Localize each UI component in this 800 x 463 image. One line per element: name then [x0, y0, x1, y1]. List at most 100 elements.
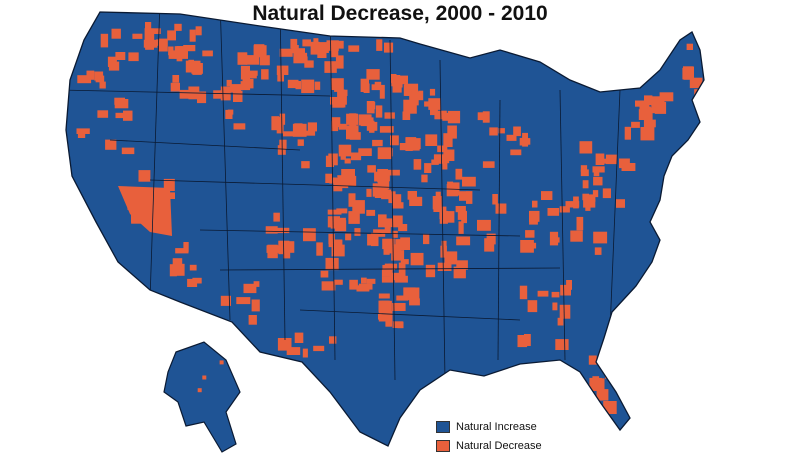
state-border	[149, 12, 161, 301]
decrease-county	[176, 48, 183, 62]
state-border	[199, 229, 521, 237]
state-border	[149, 179, 481, 191]
decrease-county	[529, 216, 538, 225]
decrease-county	[403, 287, 416, 298]
decrease-county	[409, 298, 420, 306]
decrease-county	[395, 239, 408, 247]
decrease-county	[111, 28, 121, 39]
decrease-county	[583, 199, 596, 208]
decrease-county	[147, 28, 155, 42]
decrease-county	[336, 208, 348, 214]
decrease-county	[237, 52, 248, 65]
decrease-county	[484, 238, 495, 252]
decrease-county	[384, 221, 391, 234]
decrease-county	[605, 367, 618, 379]
decrease-county	[506, 134, 517, 141]
decrease-county	[240, 65, 250, 80]
decrease-county	[273, 212, 280, 222]
decrease-county	[398, 224, 408, 232]
decrease-county	[645, 107, 656, 114]
decrease-county	[380, 300, 392, 312]
decrease-county	[354, 228, 361, 236]
decrease-county	[277, 366, 284, 378]
decrease-county	[457, 211, 465, 220]
decrease-county	[392, 230, 398, 238]
decrease-county	[276, 65, 289, 75]
decrease-county	[428, 98, 441, 110]
decrease-county	[302, 39, 311, 47]
decrease-county	[279, 113, 286, 125]
decrease-county	[603, 401, 617, 414]
decrease-county	[333, 279, 343, 285]
decrease-county	[328, 239, 343, 248]
decrease-county	[287, 79, 299, 89]
decrease-county	[303, 228, 316, 242]
decrease-county	[592, 190, 599, 198]
decrease-county	[582, 180, 589, 189]
decrease-county	[371, 84, 380, 91]
decrease-county	[399, 143, 407, 151]
decrease-county	[378, 214, 387, 228]
decrease-county	[397, 75, 408, 85]
decrease-county	[403, 84, 412, 96]
state-border	[439, 59, 446, 381]
state-border	[299, 309, 521, 321]
decrease-county	[301, 79, 315, 94]
decrease-county	[379, 126, 394, 133]
decrease-county	[163, 178, 175, 191]
decrease-county	[331, 261, 337, 270]
decrease-county	[409, 91, 419, 106]
decrease-county	[245, 55, 260, 65]
decrease-county	[343, 175, 357, 186]
decrease-county	[253, 44, 265, 53]
decrease-county	[99, 81, 106, 89]
decrease-county	[363, 83, 370, 93]
decrease-county	[413, 159, 422, 170]
decrease-county	[593, 231, 608, 244]
decrease-county	[593, 170, 600, 177]
alaska-decrease-counties	[197, 360, 224, 393]
decrease-county	[551, 291, 560, 298]
decrease-county	[189, 264, 197, 271]
decrease-county	[421, 174, 428, 183]
decrease-county	[682, 71, 694, 78]
decrease-county	[411, 138, 421, 149]
decrease-county	[329, 336, 337, 344]
decrease-county	[610, 372, 621, 386]
decrease-county	[640, 127, 655, 141]
decrease-county	[605, 154, 617, 165]
decrease-county	[554, 237, 560, 243]
decrease-county	[317, 51, 327, 58]
decrease-county	[279, 48, 293, 57]
decrease-county	[105, 139, 117, 150]
decrease-county	[532, 200, 538, 208]
legend-swatch-decrease	[436, 440, 450, 452]
decrease-county	[202, 375, 207, 380]
decrease-county	[335, 55, 344, 69]
decrease-county	[529, 210, 540, 222]
decrease-county	[329, 177, 337, 184]
decrease-county	[240, 81, 251, 91]
decrease-county	[588, 194, 596, 202]
decrease-county	[462, 176, 476, 187]
decrease-county	[188, 59, 194, 68]
decrease-county	[132, 33, 143, 39]
decrease-county	[77, 132, 86, 138]
decrease-county	[631, 121, 640, 128]
state-border	[497, 99, 501, 361]
decrease-county	[286, 347, 301, 355]
state-border	[389, 39, 396, 381]
decrease-county	[659, 92, 674, 102]
decrease-county	[644, 95, 653, 106]
decrease-county	[318, 42, 329, 53]
decrease-county	[425, 264, 436, 278]
decrease-county	[183, 45, 196, 52]
decrease-county	[559, 206, 570, 213]
decrease-county	[338, 123, 347, 130]
decrease-county	[437, 145, 448, 153]
state-border	[219, 12, 231, 321]
decrease-county	[360, 117, 374, 127]
decrease-county	[435, 154, 450, 164]
decrease-county	[227, 109, 234, 115]
